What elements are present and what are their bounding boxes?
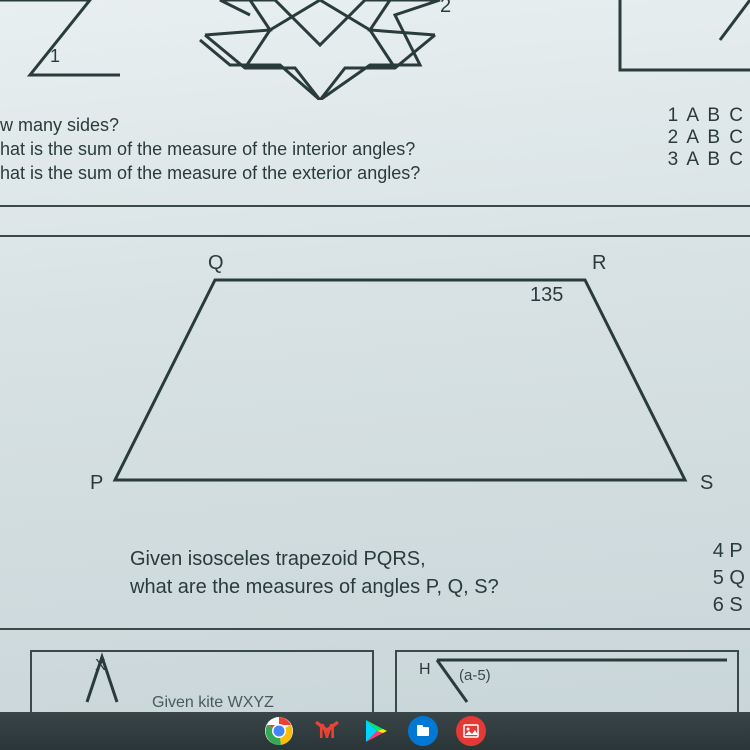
shape-2-label: 2 bbox=[440, 0, 451, 17]
answer-5q: 5 Q bbox=[713, 565, 745, 592]
answer-4p: 4 P bbox=[713, 538, 745, 565]
shape-3 bbox=[620, 0, 750, 70]
question-interior: hat is the sum of the measure of the int… bbox=[0, 139, 415, 160]
divider-1 bbox=[0, 205, 750, 207]
top-shapes-row: 1 2 bbox=[0, 0, 750, 100]
trapezoid-question: Given isosceles trapezoid PQRS, what are… bbox=[130, 545, 499, 601]
question-exterior: hat is the sum of the measure of the ext… bbox=[0, 163, 420, 184]
bottom-cell-left: X Given kite WXYZ bbox=[30, 650, 374, 714]
divider-2 bbox=[0, 235, 750, 237]
trap-q-line2: what are the measures of angles P, Q, S? bbox=[130, 573, 499, 601]
play-store-icon[interactable] bbox=[360, 716, 390, 746]
trap-q-line1: Given isosceles trapezoid PQRS, bbox=[130, 545, 499, 573]
chrome-icon[interactable] bbox=[264, 716, 294, 746]
files-icon[interactable] bbox=[408, 716, 438, 746]
answer-2: 2 A B C bbox=[668, 127, 745, 149]
kite-text: Given kite WXYZ bbox=[152, 694, 274, 712]
bottom-cell-right: H (a-5) bbox=[395, 650, 739, 714]
vertex-s: S bbox=[700, 472, 713, 495]
photos-icon[interactable] bbox=[456, 716, 486, 746]
right-shape-partial: H (a-5) bbox=[397, 652, 737, 712]
star-shape bbox=[200, 0, 440, 100]
trapezoid-shape bbox=[115, 280, 685, 480]
answer-3: 3 A B C bbox=[668, 149, 745, 171]
shape-3b bbox=[720, 0, 750, 40]
trapezoid-answers: 4 P 5 Q 6 S bbox=[713, 538, 745, 619]
vertex-p: P bbox=[90, 472, 103, 495]
expr-label: (a-5) bbox=[459, 667, 491, 684]
shape-1-label: 1 bbox=[50, 46, 60, 66]
answer-options: 1 A B C 2 A B C 3 A B C bbox=[668, 105, 745, 171]
vertex-q: Q bbox=[208, 252, 224, 275]
divider-3 bbox=[0, 628, 750, 630]
star-outline bbox=[205, 0, 435, 100]
answer-6s: 6 S bbox=[713, 592, 745, 619]
vertex-x: X bbox=[95, 657, 106, 674]
shapes-svg: 1 2 bbox=[0, 0, 750, 100]
trapezoid-svg bbox=[60, 260, 740, 510]
trapezoid-figure: Q R P S 135 bbox=[60, 260, 700, 515]
taskbar: M bbox=[0, 712, 750, 750]
answer-1: 1 A B C bbox=[668, 105, 745, 127]
gmail-icon[interactable]: M bbox=[312, 716, 342, 746]
question-sides: w many sides? bbox=[0, 115, 119, 136]
vertex-r: R bbox=[592, 252, 606, 275]
vertex-h: H bbox=[419, 661, 431, 678]
angle-r-value: 135 bbox=[530, 284, 563, 307]
svg-text:M: M bbox=[319, 721, 336, 743]
